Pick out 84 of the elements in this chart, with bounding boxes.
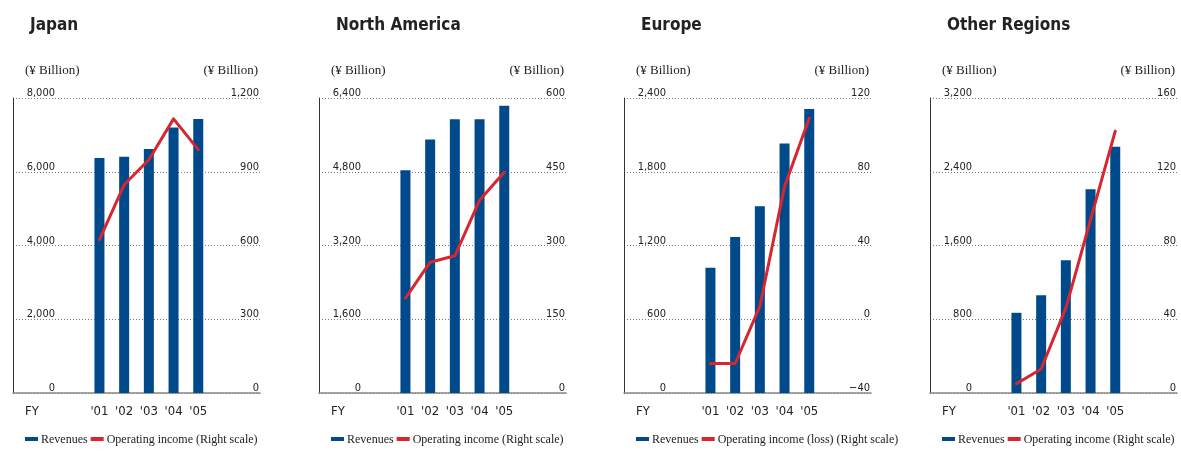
chart-title: North America — [336, 13, 461, 34]
chart-title: Europe — [641, 13, 702, 34]
y2-tick-label: 0 — [252, 381, 259, 394]
y-tick-label: 1,600 — [943, 233, 972, 247]
y2-tick-label: 300 — [240, 307, 259, 321]
y-axis-title: (¥ Billion) — [331, 62, 386, 77]
y-tick-label: 4,000 — [26, 233, 55, 247]
legend-label: Operating income (Right scale) — [106, 432, 258, 446]
y2-tick-label: 40 — [857, 233, 870, 247]
y-tick-label: 0 — [965, 381, 972, 394]
x-tick-label: '01 — [90, 403, 109, 418]
y2-tick-label: −40 — [849, 381, 870, 394]
x-tick-label: '04 — [164, 403, 183, 418]
x-tick-label: '02 — [421, 403, 440, 418]
x-tick-label: '05 — [1106, 403, 1125, 418]
y2-tick-label: 80 — [857, 159, 870, 173]
y2-tick-label: 600 — [240, 233, 259, 247]
x-axis-title: FY — [636, 403, 651, 418]
y-tick-label: 3,200 — [332, 233, 361, 247]
y2-tick-label: 0 — [558, 381, 565, 394]
y-axis-title: (¥ Billion) — [942, 62, 997, 77]
x-tick-label: '04 — [775, 403, 794, 418]
y-tick-label: 1,800 — [637, 159, 666, 173]
x-tick-label: '01 — [1007, 403, 1026, 418]
y-tick-label: 4,800 — [332, 159, 361, 173]
y-tick-label: 0 — [659, 381, 666, 394]
y-tick-label: 2,000 — [26, 307, 55, 321]
legend-label: Revenues — [347, 432, 394, 446]
x-tick-label: '02 — [726, 403, 745, 418]
y2-tick-label: 40 — [1163, 307, 1176, 321]
y-tick-label: 2,400 — [637, 86, 666, 99]
y2-tick-label: 0 — [863, 307, 870, 321]
y2-tick-label: 0 — [1169, 381, 1176, 394]
y2-axis-title: (¥ Billion) — [509, 62, 564, 77]
y-tick-label: 1,200 — [637, 233, 666, 247]
x-tick-label: '03 — [750, 403, 769, 418]
y2-tick-label: 600 — [546, 86, 565, 99]
x-axis-title: FY — [25, 403, 40, 418]
y-tick-label: 2,400 — [943, 159, 972, 173]
x-tick-label: '03 — [139, 403, 158, 418]
y2-tick-label: 160 — [1157, 86, 1176, 99]
y2-axis-title: (¥ Billion) — [1120, 62, 1175, 77]
y2-tick-label: 300 — [546, 233, 565, 247]
x-tick-label: '05 — [800, 403, 819, 418]
x-tick-label: '03 — [1056, 403, 1075, 418]
x-axis-title: FY — [942, 403, 957, 418]
y-tick-label: 8,000 — [26, 86, 55, 99]
y2-tick-label: 450 — [546, 159, 565, 173]
y2-tick-label: 900 — [240, 159, 259, 173]
y-axis-title: (¥ Billion) — [636, 62, 691, 77]
chart-title: Japan — [29, 13, 79, 34]
chart-title: Other Regions — [947, 13, 1071, 34]
x-tick-label: '05 — [495, 403, 514, 418]
legend-label: Revenues — [958, 432, 1005, 446]
x-tick-label: '02 — [1032, 403, 1051, 418]
x-axis-title: FY — [331, 403, 346, 418]
legend-label: Operating income (loss) (Right scale) — [717, 432, 899, 446]
x-tick-label: '04 — [1081, 403, 1100, 418]
legend-label: Operating income (Right scale) — [412, 432, 564, 446]
y-tick-label: 3,200 — [943, 86, 972, 99]
y2-tick-label: 120 — [1157, 159, 1176, 173]
x-tick-label: '04 — [470, 403, 489, 418]
x-tick-label: '03 — [445, 403, 464, 418]
y-tick-label: 0 — [354, 381, 361, 394]
y2-tick-label: 150 — [546, 307, 565, 321]
y-tick-label: 600 — [647, 307, 666, 321]
x-tick-label: '01 — [396, 403, 415, 418]
y2-axis-title: (¥ Billion) — [203, 62, 258, 77]
y2-tick-label: 80 — [1163, 233, 1176, 247]
y-tick-label: 6,400 — [332, 86, 361, 99]
y-tick-label: 1,600 — [332, 307, 361, 321]
x-tick-label: '01 — [701, 403, 720, 418]
y2-tick-label: 120 — [851, 86, 870, 99]
legend-label: Operating income (Right scale) — [1023, 432, 1175, 446]
x-tick-label: '02 — [115, 403, 134, 418]
y-axis-title: (¥ Billion) — [25, 62, 80, 77]
legend-label: Revenues — [41, 432, 88, 446]
y-tick-label: 6,000 — [26, 159, 55, 173]
y-tick-label: 0 — [48, 381, 55, 394]
legend-label: Revenues — [652, 432, 699, 446]
y2-axis-title: (¥ Billion) — [814, 62, 869, 77]
y-tick-label: 800 — [953, 307, 972, 321]
y2-tick-label: 1,200 — [230, 86, 259, 99]
x-tick-label: '05 — [189, 403, 208, 418]
